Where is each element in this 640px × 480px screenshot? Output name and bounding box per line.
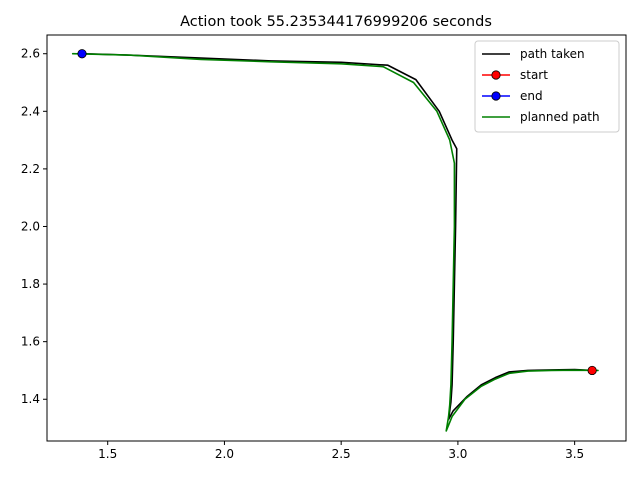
legend-label: planned path (520, 110, 600, 124)
y-tick-label: 1.8 (21, 277, 40, 291)
legend-swatch-marker (491, 70, 501, 80)
legend-label: path taken (520, 47, 585, 61)
legend-label: end (520, 89, 543, 103)
x-tick-label: 3.5 (565, 447, 584, 461)
y-tick-label: 2.2 (21, 162, 40, 176)
x-axis: 1.5 2.0 2.5 3.0 3.5 (98, 441, 584, 461)
y-tick-label: 2.0 (21, 219, 40, 233)
x-tick-label: 1.5 (98, 447, 117, 461)
legend-swatch-marker (491, 91, 501, 101)
start-marker (587, 365, 597, 376)
y-tick-label: 1.4 (21, 392, 40, 406)
plot-frame (46, 34, 627, 442)
series-layer (71, 52, 599, 432)
x-tick-label: 2.5 (332, 447, 351, 461)
chart-title: Action took 55.235344176999206 seconds (180, 14, 492, 30)
end-marker (77, 49, 87, 59)
y-tick-label: 2.4 (21, 104, 40, 118)
y-tick-label: 2.6 (21, 47, 40, 61)
path-taken-line (81, 52, 593, 421)
legend-label: start (520, 68, 548, 82)
legend: path taken start end planned path (474, 40, 620, 133)
marker-layer (77, 49, 597, 376)
x-tick-label: 2.0 (215, 447, 234, 461)
x-tick-label: 3.0 (448, 447, 467, 461)
planned-path-line (71, 52, 599, 432)
y-tick-label: 1.6 (21, 335, 40, 349)
y-axis: 1.4 1.6 1.8 2.0 2.2 2.4 2.6 (21, 47, 47, 406)
legend-box (474, 40, 620, 133)
